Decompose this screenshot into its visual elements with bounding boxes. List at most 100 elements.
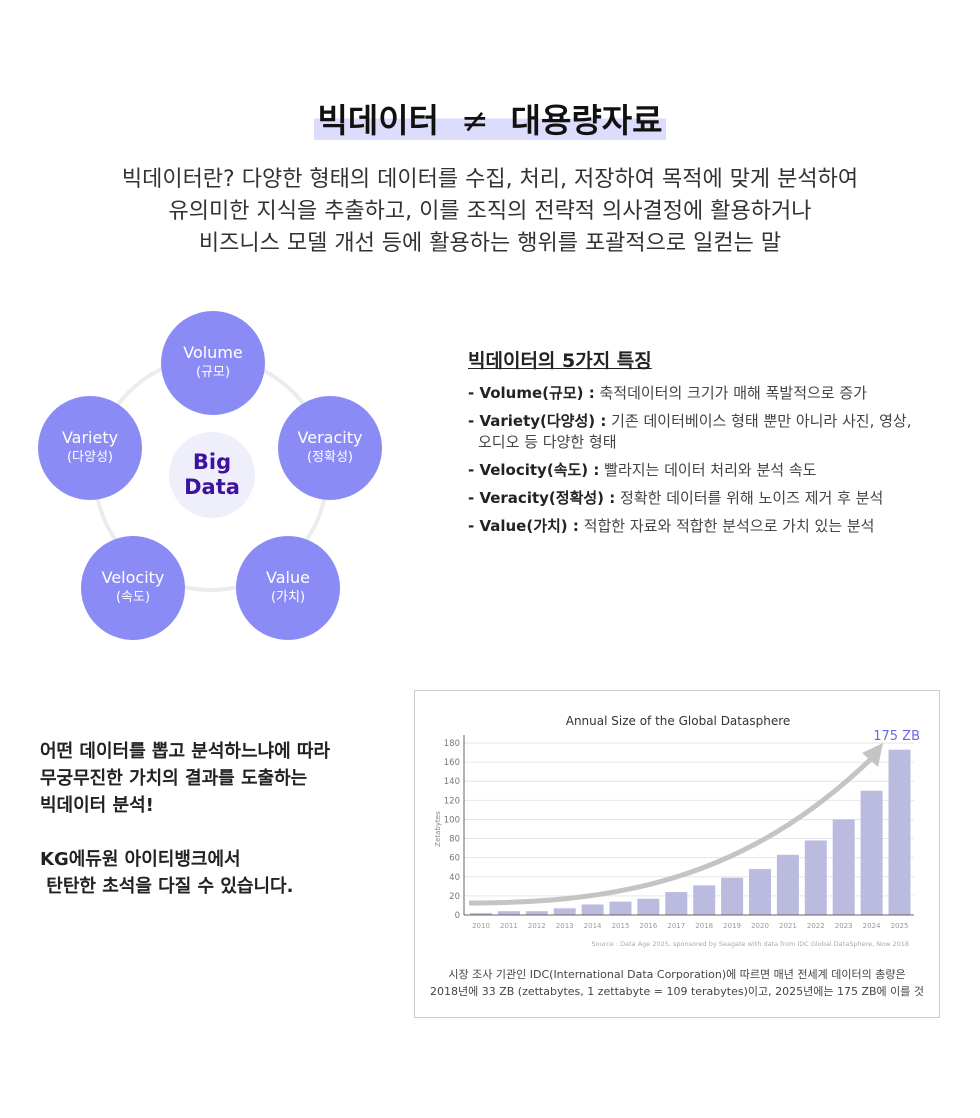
center-line: Big	[192, 450, 232, 474]
bar-2017	[665, 892, 688, 915]
feature-desc: 기존 데이터베이스 형태 뿐만 아니라 사진, 영상,	[611, 412, 912, 430]
big-data-center: Big Data	[169, 432, 255, 518]
chart-box: Annual Size of the Global Datasphere 0 20 4…	[414, 690, 940, 1018]
feature-term: - Volume(규모) :	[468, 384, 595, 402]
x-tick-label: 2023	[835, 922, 853, 930]
feature-term: - Veracity(정확성) :	[468, 489, 616, 507]
y-tick-label: 80	[449, 835, 460, 845]
feature-term: - Value(가치) :	[468, 517, 579, 535]
feature-item: - Veracity(정확성) : 정확한 데이터를 위해 노이즈 제거 후 분…	[468, 488, 958, 509]
intro-line: 비즈니스 모델 개선 등에 활용하는 행위를 포괄적으로 일컫는 말	[198, 231, 782, 256]
y-axis-label: Zetabytes	[434, 811, 442, 847]
intro-line: 빅데이터란? 다양한 형태의 데이터를 수집, 처리, 저장하여 목적에 맞게 …	[121, 167, 859, 192]
caption-line: 2018년에 33 ZB (zettabytes, 1 zettabyte = …	[429, 985, 925, 998]
bar-2024	[860, 790, 883, 915]
feature-item: - Volume(규모) : 축적데이터의 크기가 매해 폭발적으로 증가	[468, 383, 958, 404]
circle-value: Value (가치)	[236, 536, 340, 640]
circle-volume: Volume (규모)	[161, 311, 265, 415]
feature-desc: 빨라지는 데이터 처리와 분석 속도	[604, 461, 817, 479]
circle-velocity: Velocity (속도)	[81, 536, 185, 640]
x-tick-label: 2015	[612, 922, 630, 930]
title-right: 대용량자료	[510, 101, 663, 140]
y-tick-label: 40	[449, 873, 460, 883]
bar-2021	[776, 854, 799, 915]
chart-caption: 시장 조사 기관인 IDC(International Data Corpora…	[414, 966, 940, 1000]
bar-2014	[581, 904, 604, 915]
bar-2020	[749, 869, 771, 915]
feature-item: - Variety(다양성) : 기존 데이터베이스 형태 뿐만 아니라 사진,…	[468, 411, 958, 453]
circle-sublabel: (다양성)	[66, 450, 114, 465]
side-line: 무궁무진한 가치의 결과를 도출하는	[40, 768, 308, 789]
y-tick-label: 140	[444, 777, 460, 787]
y-tick-label: 60	[449, 854, 460, 864]
chart-title: Annual Size of the Global Datasphere	[566, 714, 791, 728]
x-tick-label: 2010	[472, 922, 490, 930]
x-tick-label: 2022	[807, 922, 825, 930]
bar-2025	[888, 749, 911, 915]
circle-sublabel: (가치)	[270, 590, 306, 605]
y-tick-label: 180	[444, 739, 460, 749]
x-tick-label: 2013	[556, 922, 574, 930]
not-equal-symbol: ≠	[460, 101, 489, 140]
circle-variety: Variety (다양성)	[38, 396, 142, 500]
circle-veracity: Veracity (정확성)	[278, 396, 382, 500]
feature-item: - Value(가치) : 적합한 자료와 적합한 분석으로 가치 있는 분석	[468, 516, 958, 537]
y-tick-label: 120	[444, 796, 460, 806]
x-tick-label: 2020	[751, 922, 769, 930]
feature-item: - Velocity(속도) : 빨라지는 데이터 처리와 분석 속도	[468, 460, 958, 481]
circle-label: Volume	[183, 343, 243, 362]
side-line: KG에듀원 아이티뱅크에서	[40, 849, 241, 870]
chart-source: Source : Data Age 2025, sponsored by Sea…	[591, 940, 909, 948]
bar-chart: Annual Size of the Global Datasphere 0 20 4…	[434, 714, 920, 948]
bar-2012	[525, 911, 548, 915]
x-tick-label: 2017	[667, 922, 685, 930]
circle-sublabel: (속도)	[115, 590, 151, 605]
y-tick-label: 160	[444, 758, 460, 768]
bar-2023	[832, 819, 855, 915]
x-tick-label: 2021	[779, 922, 797, 930]
features-heading: 빅데이터의 5가지 특징	[468, 350, 652, 372]
x-tick-label: 2011	[500, 922, 518, 930]
circle-sublabel: (규모)	[195, 365, 231, 380]
x-tick-label: 2019	[723, 922, 741, 930]
intro-text: 빅데이터란? 다양한 형태의 데이터를 수집, 처리, 저장하여 목적에 맞게 …	[0, 164, 980, 260]
circle-label: Veracity	[297, 428, 363, 447]
feature-term: - Velocity(속도) :	[468, 461, 600, 479]
bar-2013	[553, 908, 576, 915]
x-tick-label: 2014	[584, 922, 602, 930]
side-line: 어떤 데이터를 뽑고 분석하느냐에 따라	[40, 741, 331, 762]
x-tick-label: 2018	[695, 922, 713, 930]
bar-2015	[609, 901, 632, 915]
features-section: 빅데이터의 5가지 특징 - Volume(규모) : 축적데이터의 크기가 매…	[468, 346, 958, 544]
feature-desc: 적합한 자료와 적합한 분석으로 가치 있는 분석	[583, 517, 875, 535]
bar-2010	[470, 913, 492, 915]
circle-sublabel: (정확성)	[306, 450, 354, 465]
side-line	[40, 819, 330, 846]
feature-desc-cont: 오디오 등 다양한 형태	[478, 433, 617, 451]
bar-2016	[637, 898, 660, 915]
intro-line: 유의미한 지식을 추출하고, 이를 조직의 전략적 의사결정에 활용하거나	[168, 199, 812, 224]
x-tick-label: 2012	[528, 922, 546, 930]
title-left: 빅데이터	[317, 101, 439, 140]
y-tick-label: 0	[455, 911, 460, 921]
side-text: 어떤 데이터를 뽑고 분석하느냐에 따라 무궁무진한 가치의 결과를 도출하는 …	[40, 738, 330, 900]
circle-label: Value	[266, 568, 310, 587]
x-tick-label: 2025	[891, 922, 909, 930]
feature-desc: 축적데이터의 크기가 매해 폭발적으로 증가	[599, 384, 867, 402]
center-line: Data	[184, 475, 240, 499]
x-tick-label: 2024	[863, 922, 881, 930]
caption-line: 시장 조사 기관인 IDC(International Data Corpora…	[448, 968, 906, 981]
bar-2019	[721, 877, 744, 915]
bar-2011	[497, 911, 520, 915]
feature-term: - Variety(다양성) :	[468, 412, 607, 430]
y-tick-label: 20	[449, 892, 460, 902]
side-line: 빅데이터 분석!	[40, 795, 154, 816]
side-line: 탄탄한 초석을 다질 수 있습니다.	[40, 876, 294, 897]
y-tick-label: 100	[444, 815, 460, 825]
arrow-head-icon	[862, 743, 883, 767]
circle-label: Velocity	[101, 568, 165, 587]
x-tick-label: 2016	[639, 922, 657, 930]
annotation-label: 175 ZB	[873, 729, 920, 744]
growth-arrow	[468, 755, 875, 906]
feature-desc: 정확한 데이터를 위해 노이즈 제거 후 분석	[620, 489, 884, 507]
